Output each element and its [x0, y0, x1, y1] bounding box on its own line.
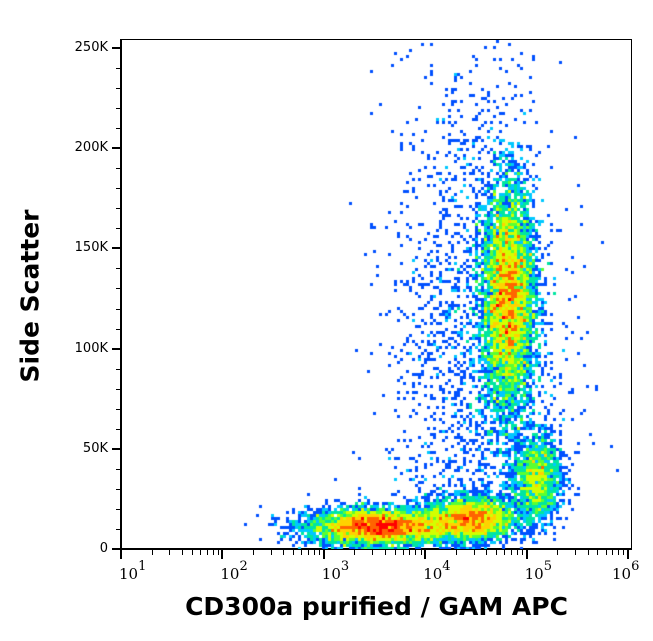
x-minor-tick — [612, 550, 614, 555]
x-minor-tick — [473, 550, 475, 555]
x-minor-tick — [206, 550, 208, 555]
x-major-tick — [627, 550, 629, 559]
x-minor-tick — [270, 550, 272, 555]
y-major-tick — [112, 247, 120, 250]
y-minor-tick — [116, 408, 120, 410]
x-minor-tick — [409, 550, 411, 555]
x-minor-tick — [169, 550, 171, 555]
y-major-tick — [112, 548, 120, 550]
x-minor-tick — [283, 550, 285, 555]
x-minor-tick — [597, 550, 599, 555]
x-minor-tick — [486, 550, 488, 555]
x-minor-tick — [557, 550, 559, 555]
x-minor-tick — [623, 550, 625, 555]
x-minor-tick — [504, 550, 506, 555]
y-minor-tick — [116, 108, 120, 110]
x-major-tick — [525, 550, 528, 559]
x-major-tick — [221, 550, 224, 559]
x-minor-tick — [372, 550, 374, 555]
x-minor-tick — [455, 550, 457, 555]
x-major-tick — [322, 550, 325, 559]
x-minor-tick — [415, 550, 417, 555]
x-axis-title: CD300a purified / GAM APC — [185, 592, 568, 621]
y-axis-title: Side Scatter — [15, 209, 45, 383]
x-major-tick — [120, 550, 122, 559]
y-tick-label: 0 — [99, 541, 108, 556]
x-minor-tick — [293, 550, 295, 555]
x-minor-tick — [384, 550, 386, 555]
x-minor-tick — [618, 550, 620, 555]
density-dot-plot — [121, 40, 631, 549]
x-minor-tick — [420, 550, 422, 555]
x-minor-tick — [402, 550, 404, 555]
y-major-tick — [112, 147, 120, 150]
y-tick-label: 250K — [74, 40, 108, 55]
x-tick-label: 101 — [119, 559, 147, 583]
x-tick-label: 102 — [220, 559, 248, 583]
x-minor-tick — [151, 550, 153, 555]
x-minor-tick — [308, 550, 310, 555]
y-minor-tick — [116, 128, 120, 130]
x-minor-tick — [301, 550, 303, 555]
x-minor-tick — [313, 550, 315, 555]
x-tick-label: 106 — [612, 559, 640, 583]
x-tick-label: 104 — [423, 559, 451, 583]
x-minor-tick — [191, 550, 193, 555]
x-minor-tick — [516, 550, 518, 555]
y-minor-tick — [116, 468, 120, 470]
y-minor-tick — [116, 228, 120, 230]
x-major-tick — [424, 550, 427, 559]
y-minor-tick — [116, 188, 120, 190]
y-minor-tick — [116, 488, 120, 490]
x-tick-label: 103 — [321, 559, 350, 583]
y-minor-tick — [116, 268, 120, 270]
y-minor-tick — [116, 288, 120, 290]
y-minor-tick — [116, 428, 120, 430]
y-minor-tick — [116, 308, 120, 310]
x-minor-tick — [510, 550, 512, 555]
y-major-tick — [112, 347, 120, 350]
y-minor-tick — [116, 528, 120, 530]
x-minor-tick — [587, 550, 589, 555]
y-tick-label: 100K — [74, 340, 108, 356]
y-major-tick — [112, 447, 120, 450]
x-minor-tick — [605, 550, 607, 555]
x-minor-tick — [199, 550, 201, 555]
x-minor-tick — [521, 550, 523, 555]
y-minor-tick — [116, 388, 120, 390]
y-minor-tick — [116, 88, 120, 90]
x-minor-tick — [252, 550, 254, 555]
y-tick-label: 50K — [82, 440, 108, 456]
y-minor-tick — [116, 368, 120, 370]
y-tick-label: 200K — [74, 140, 108, 156]
x-minor-tick — [212, 550, 214, 555]
x-minor-tick — [354, 550, 356, 555]
y-minor-tick — [116, 68, 120, 70]
y-minor-tick — [116, 328, 120, 330]
y-tick-label: 150K — [74, 240, 108, 256]
y-major-tick — [112, 47, 120, 49]
y-minor-tick — [116, 208, 120, 210]
x-minor-tick — [217, 550, 219, 555]
y-minor-tick — [116, 168, 120, 170]
x-minor-tick — [574, 550, 576, 555]
x-minor-tick — [319, 550, 321, 555]
x-minor-tick — [394, 550, 396, 555]
x-tick-label: 105 — [524, 559, 552, 583]
x-minor-tick — [496, 550, 498, 555]
x-minor-tick — [182, 550, 184, 555]
y-minor-tick — [116, 508, 120, 510]
